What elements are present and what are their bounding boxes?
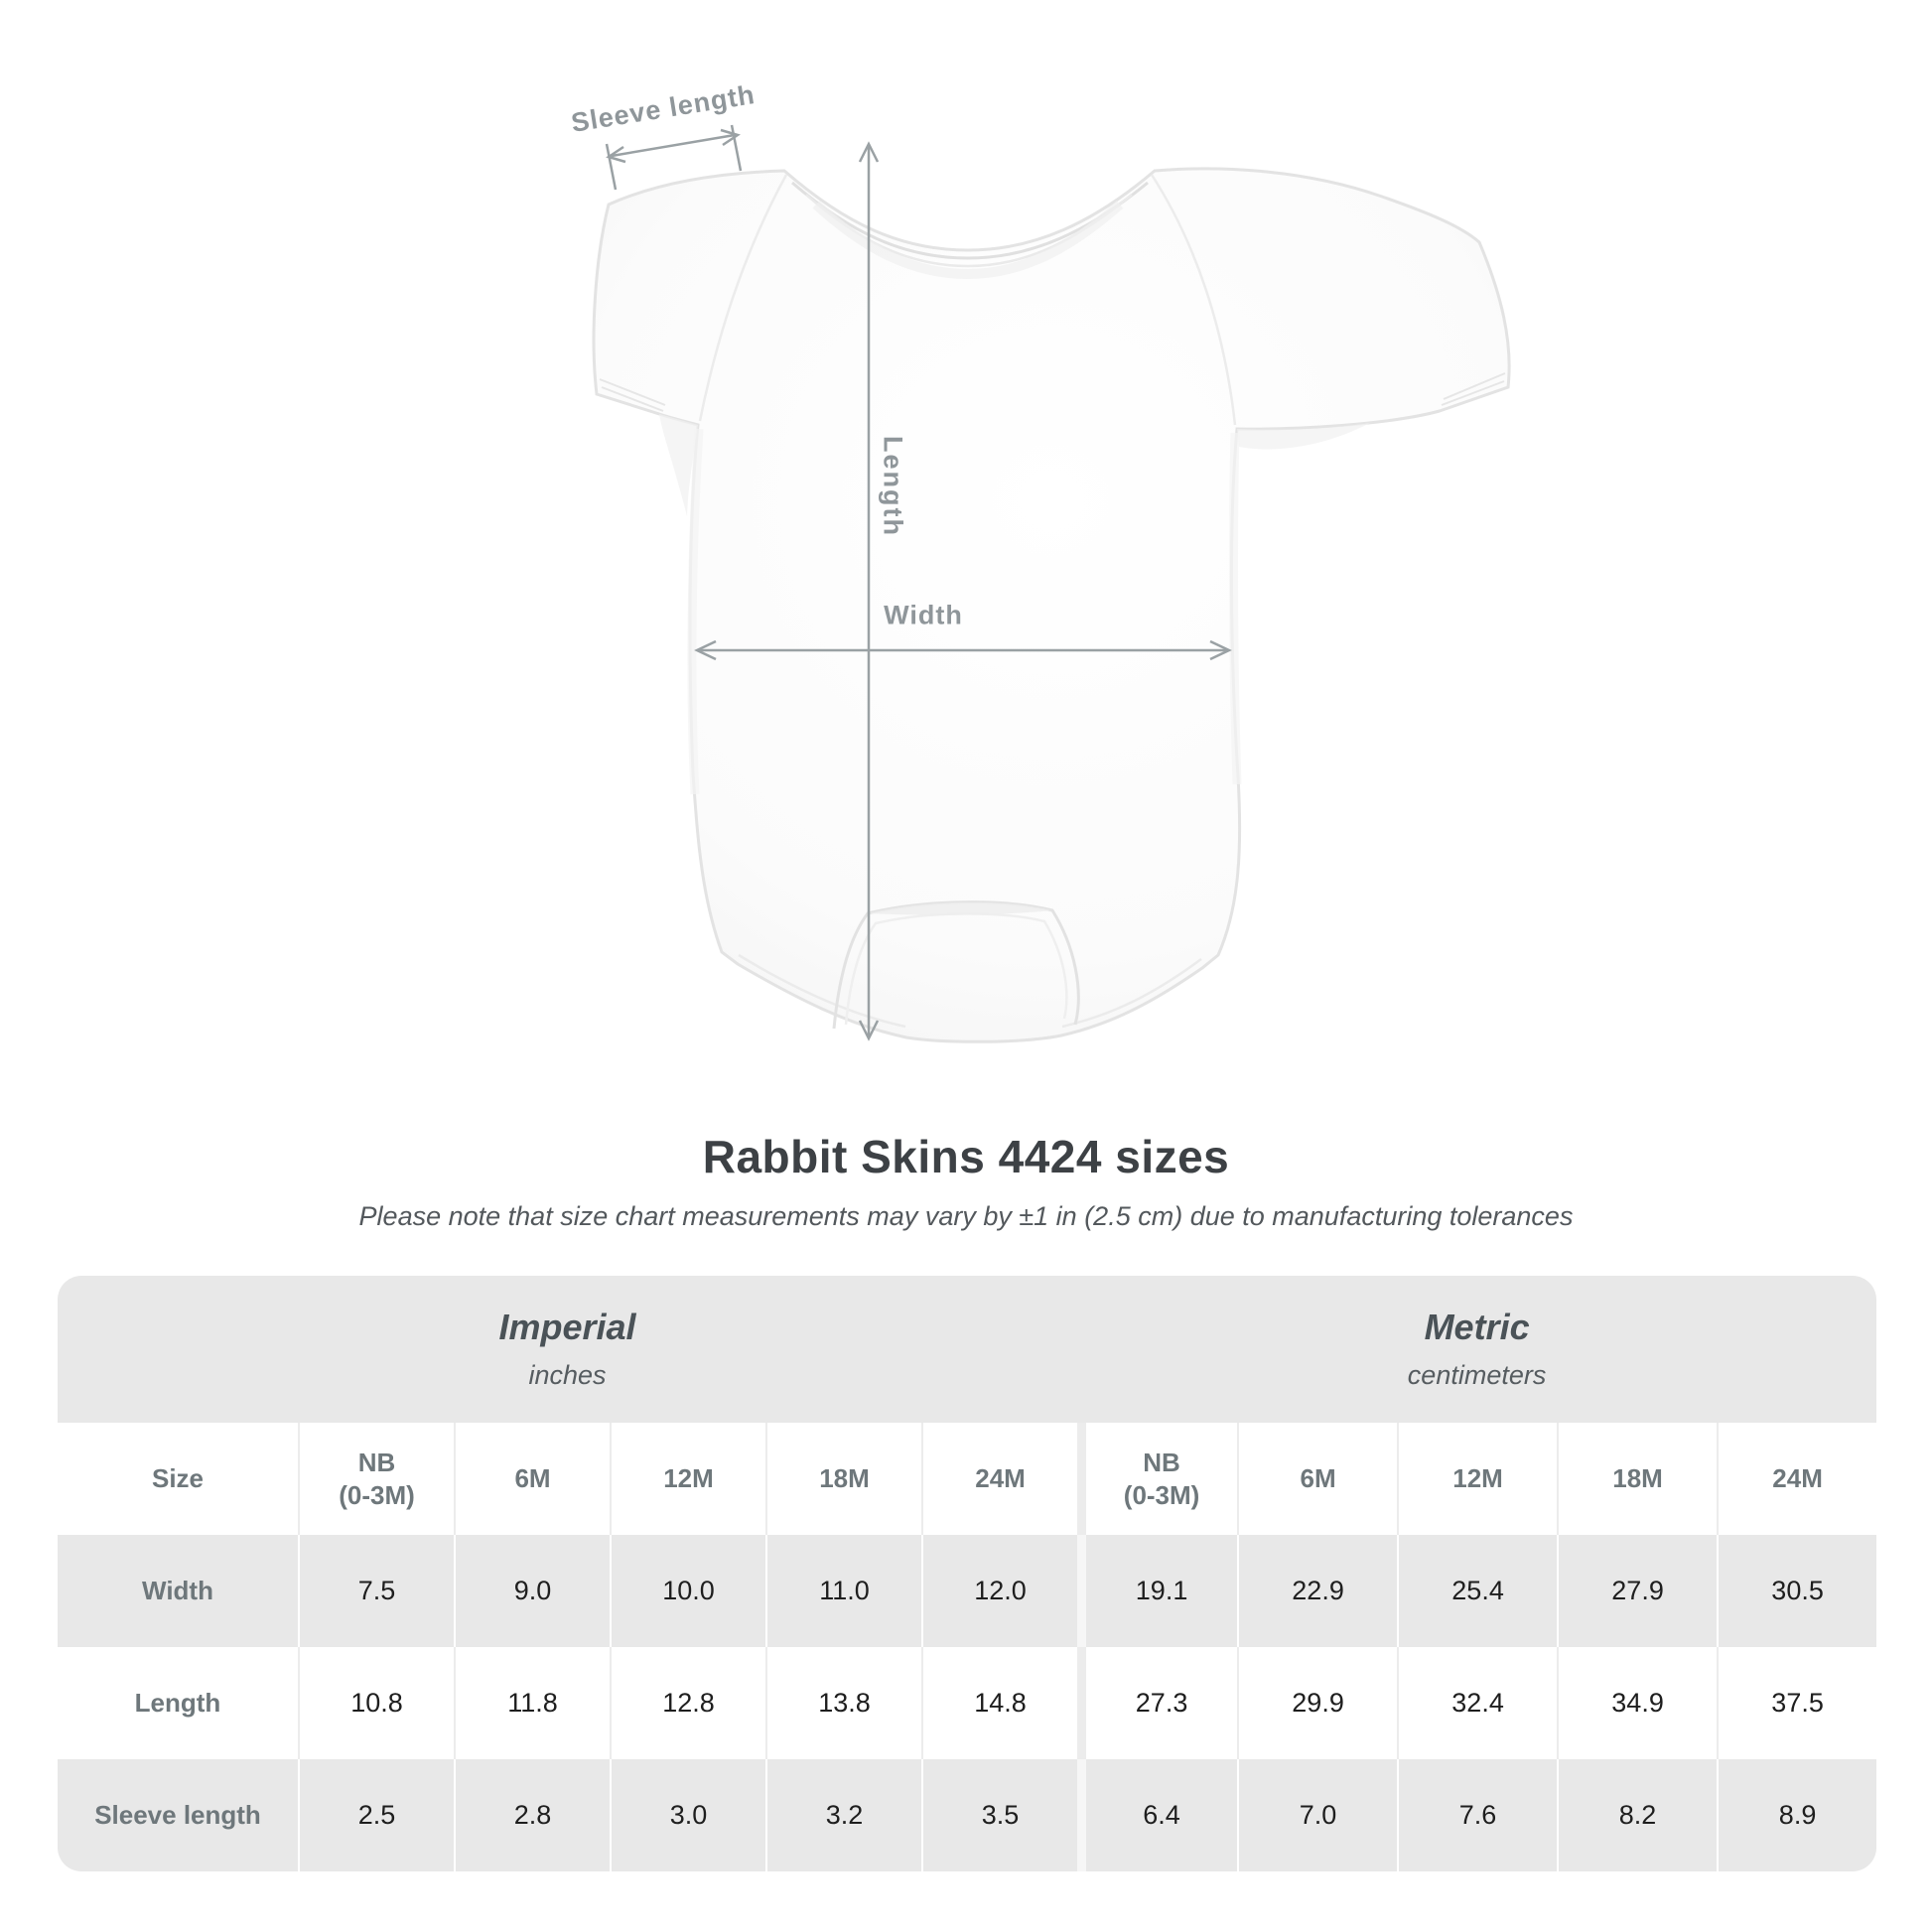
sleeve-imperial-18m: 3.2 xyxy=(765,1759,921,1871)
width-imperial-18m: 11.0 xyxy=(765,1535,921,1647)
measurement-annotations xyxy=(605,124,1232,1041)
width-imperial-24m: 12.0 xyxy=(921,1535,1078,1647)
length-imperial-6m: 11.8 xyxy=(454,1647,610,1759)
length-imperial-nb: 10.8 xyxy=(298,1647,454,1759)
imperial-size-24m: 24M xyxy=(921,1423,1078,1535)
width-imperial-6m: 9.0 xyxy=(454,1535,610,1647)
width-metric-6m: 22.9 xyxy=(1237,1535,1398,1647)
metric-size-24m: 24M xyxy=(1717,1423,1876,1535)
right-cuff-hem xyxy=(1441,372,1506,406)
right-lap-seam xyxy=(1150,174,1237,426)
onesie-illustration xyxy=(592,167,1511,1043)
metric-size-6m: 6M xyxy=(1237,1423,1398,1535)
sleeve-metric-nb: 6.4 xyxy=(1077,1759,1238,1871)
metric-size-18m: 18M xyxy=(1557,1423,1718,1535)
crotch-flap-shadow xyxy=(868,901,1052,915)
title-block: Rabbit Skins 4424 sizes Please note that… xyxy=(0,1130,1932,1232)
size-table: Imperial inches Metric centimeters Size … xyxy=(58,1276,1876,1871)
size-header-row: Size NB (0-3M) 6M 12M 18M 24M NB (0-3M) … xyxy=(58,1423,1876,1535)
sleeve-imperial-12m: 3.0 xyxy=(610,1759,765,1871)
metric-group-header: Metric centimeters xyxy=(1077,1276,1876,1423)
table-row-length: Length 10.8 11.8 12.8 13.8 14.8 27.3 29.… xyxy=(58,1647,1876,1759)
sleeve-imperial-6m: 2.8 xyxy=(454,1759,610,1871)
sleeve-metric-6m: 7.0 xyxy=(1237,1759,1398,1871)
crotch-flap-outline xyxy=(832,900,1080,1030)
length-metric-18m: 34.9 xyxy=(1557,1647,1718,1759)
garment-measurement-diagram: Sleeve length Length Width xyxy=(569,79,1511,1043)
right-underarm-shadow xyxy=(1237,423,1370,450)
width-metric-12m: 25.4 xyxy=(1397,1535,1558,1647)
collar-shadow xyxy=(812,201,1124,280)
sleeve-metric-24m: 8.9 xyxy=(1717,1759,1876,1871)
length-imperial-24m: 14.8 xyxy=(921,1647,1078,1759)
row-label-sleeve-length: Sleeve length xyxy=(58,1759,298,1871)
left-cuff-hem xyxy=(599,378,666,412)
onesie-diagram-canvas xyxy=(592,124,1511,1043)
width-label: Width xyxy=(884,600,963,630)
metric-size-nb: NB (0-3M) xyxy=(1077,1423,1238,1535)
row-label-length: Length xyxy=(58,1647,298,1759)
imperial-size-6m: 6M xyxy=(454,1423,610,1535)
length-metric-nb: 27.3 xyxy=(1077,1647,1238,1759)
width-metric-nb: 19.1 xyxy=(1077,1535,1238,1647)
length-arrow xyxy=(858,141,880,1041)
sleeve-metric-18m: 8.2 xyxy=(1557,1759,1718,1871)
sleeve-imperial-24m: 3.5 xyxy=(921,1759,1078,1871)
imperial-group-header: Imperial inches xyxy=(58,1276,1078,1423)
imperial-size-12m: 12M xyxy=(610,1423,765,1535)
left-leg-binding xyxy=(738,953,906,1029)
length-imperial-18m: 13.8 xyxy=(765,1647,921,1759)
tolerance-note: Please note that size chart measurements… xyxy=(358,1201,1574,1231)
table-row-width: Width 7.5 9.0 10.0 11.0 12.0 19.1 22.9 2… xyxy=(58,1535,1876,1647)
metric-size-12m: 12M xyxy=(1397,1423,1558,1535)
metric-group-unit: centimeters xyxy=(1407,1360,1547,1391)
row-label-width: Width xyxy=(58,1535,298,1647)
imperial-size-nb: NB (0-3M) xyxy=(298,1423,454,1535)
width-metric-18m: 27.9 xyxy=(1557,1535,1718,1647)
length-metric-24m: 37.5 xyxy=(1717,1647,1876,1759)
metric-group-label: Metric xyxy=(1424,1306,1530,1347)
length-imperial-12m: 12.8 xyxy=(610,1647,765,1759)
width-imperial-12m: 10.0 xyxy=(610,1535,765,1647)
sleeve-metric-12m: 7.6 xyxy=(1397,1759,1558,1871)
page-title: Rabbit Skins 4424 sizes xyxy=(702,1131,1230,1182)
imperial-size-18m: 18M xyxy=(765,1423,921,1535)
imperial-group-unit: inches xyxy=(528,1360,607,1391)
length-metric-6m: 29.9 xyxy=(1237,1647,1398,1759)
width-metric-24m: 30.5 xyxy=(1717,1535,1876,1647)
length-metric-12m: 32.4 xyxy=(1397,1647,1558,1759)
size-table-container: Imperial inches Metric centimeters Size … xyxy=(58,1276,1876,1871)
right-leg-binding xyxy=(1061,957,1202,1029)
width-imperial-nb: 7.5 xyxy=(298,1535,454,1647)
length-label: Length xyxy=(878,436,908,537)
sleeve-length-arrow xyxy=(605,124,743,191)
table-row-sleeve-length: Sleeve length 2.5 2.8 3.0 3.2 3.5 6.4 7.… xyxy=(58,1759,1876,1871)
unit-group-row: Imperial inches Metric centimeters xyxy=(58,1276,1876,1423)
imperial-group-label: Imperial xyxy=(498,1306,636,1347)
sleeve-imperial-nb: 2.5 xyxy=(298,1759,454,1871)
onesie-silhouette xyxy=(592,167,1511,1043)
width-arrow xyxy=(694,639,1232,661)
right-side-shadow xyxy=(1229,432,1242,785)
size-column-header: Size xyxy=(58,1423,298,1535)
left-underarm-shadow xyxy=(659,414,698,516)
left-side-shadow xyxy=(687,428,704,795)
left-lap-seam xyxy=(698,174,788,422)
